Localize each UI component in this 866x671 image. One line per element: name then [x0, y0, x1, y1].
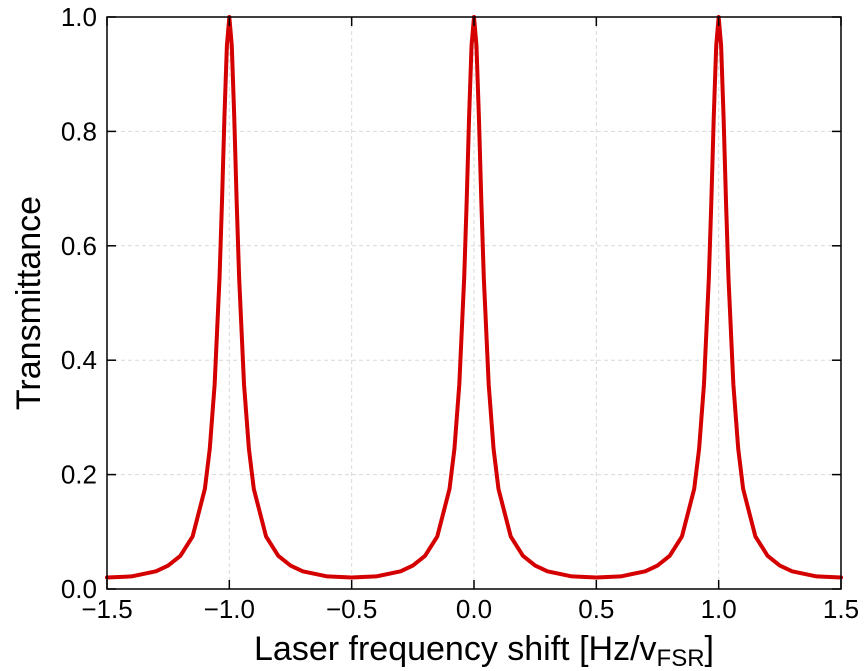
x-tick-label: −1.5: [81, 594, 132, 624]
x-axis-title: Laser frequency shift [Hz/vFSR]: [254, 630, 714, 671]
x-tick-labels: −1.5 −1.0 −0.5 0.0 0.5 1.0 1.5: [81, 594, 859, 624]
y-tick-label: 0.0: [61, 574, 97, 604]
y-tick-label: 0.4: [61, 345, 97, 375]
x-tick-label: 0.5: [578, 594, 614, 624]
x-tick-label: 1.0: [701, 594, 737, 624]
y-tick-label: 0.6: [61, 231, 97, 261]
x-tick-label: −0.5: [326, 594, 377, 624]
y-tick-labels: 0.0 0.2 0.4 0.6 0.8 1.0: [61, 2, 97, 604]
y-axis-title: Transmittance: [10, 196, 48, 410]
x-axis-title-end: ]: [705, 630, 714, 668]
x-axis-title-main: Laser frequency shift [Hz/v: [254, 630, 657, 668]
y-tick-label: 1.0: [61, 2, 97, 32]
y-tick-label: 0.2: [61, 460, 97, 490]
x-tick-label: 1.5: [823, 594, 859, 624]
axis-ticks: [106, 16, 842, 590]
y-tick-label: 0.8: [61, 116, 97, 146]
x-tick-label: −1.0: [204, 594, 255, 624]
x-tick-label: 0.0: [456, 594, 492, 624]
x-axis-title-subscript: FSR: [657, 645, 705, 671]
